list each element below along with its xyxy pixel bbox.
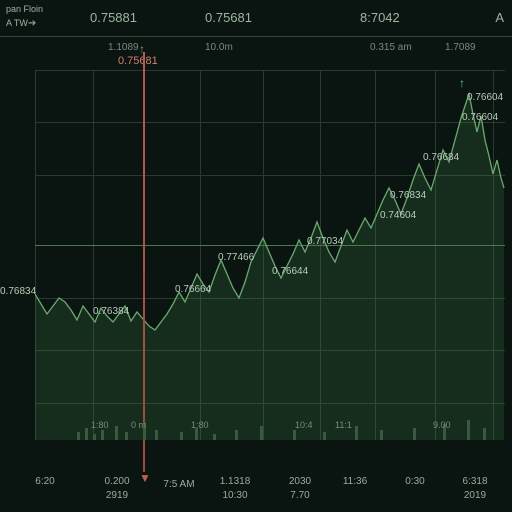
subheader-v2: 10.0m xyxy=(205,42,233,53)
cursor-line[interactable] xyxy=(143,52,145,472)
volume-bar xyxy=(413,428,416,440)
inline-time-label: 10:4 xyxy=(295,420,313,430)
volume-bar xyxy=(323,432,326,440)
header-price-1: 0.75881 xyxy=(90,10,137,25)
x-axis: 6:20 0.2002919 7:5 AM 1.131810:30 20307.70 11… xyxy=(0,472,512,512)
price-annotation: 0.76604 xyxy=(467,92,503,103)
volume-bar xyxy=(235,430,238,440)
x-axis-label: 0.2002919 xyxy=(97,476,137,501)
volume-bar xyxy=(180,432,183,440)
subheader-v1: 1.1089 xyxy=(108,42,139,53)
volume-bar xyxy=(77,432,80,440)
subheader-v4: 1.7089 xyxy=(445,42,476,53)
inline-time-label: 11:1 xyxy=(335,420,352,430)
volume-bar xyxy=(125,432,128,440)
price-annotation: 0.76664 xyxy=(175,284,211,295)
volume-bar xyxy=(115,426,118,440)
volume-bar xyxy=(101,430,104,440)
header-price-2: 0.75681 xyxy=(205,10,252,25)
header-price-3: 8:7042 xyxy=(360,10,400,25)
inline-time-label: 9.00 xyxy=(433,420,451,430)
price-chart[interactable]: ↑▼↑0.768340.763840.766640.774660.770340.… xyxy=(35,70,505,440)
cursor-arrow-up-icon: ↑ xyxy=(139,42,145,56)
x-axis-label: 0:30 xyxy=(395,476,435,490)
price-annotation: 0.77466 xyxy=(218,252,254,263)
cursor-price-label: 0.75681 xyxy=(118,55,158,67)
price-annotation: 0.76834 xyxy=(0,286,36,297)
volume-bar xyxy=(380,430,383,440)
inline-time-label: 0 m xyxy=(131,420,146,430)
price-annotation: 0.76604 xyxy=(462,112,498,123)
x-axis-label: 11:36 xyxy=(335,476,375,490)
x-axis-label: 6:20 xyxy=(25,476,65,490)
price-line xyxy=(35,70,505,440)
price-annotation: 0.76834 xyxy=(390,190,426,201)
subheader-v3: 0.315 am xyxy=(370,42,412,53)
header-indicator: A xyxy=(495,10,504,25)
x-axis-label: 20307.70 xyxy=(280,476,320,501)
price-annotation: 0.76644 xyxy=(272,266,308,277)
volume-bar xyxy=(93,434,96,440)
price-annotation: 0.76684 xyxy=(423,152,459,163)
volume-bar xyxy=(355,426,358,440)
chart-header: pan Floin A TW ➔ 0.75881 0.75681 8:7042 … xyxy=(0,0,512,37)
x-axis-label: 1.131810:30 xyxy=(215,476,255,501)
instrument-title: pan Floin xyxy=(6,4,43,14)
peak-arrow-icon: ↑ xyxy=(459,76,465,90)
timeframe-label: A TW xyxy=(6,18,28,28)
volume-bar xyxy=(155,430,158,440)
x-axis-label: 6:3182019 xyxy=(455,476,495,501)
price-annotation: 0.74604 xyxy=(380,210,416,221)
x-axis-label: 7:5 AM xyxy=(159,476,199,490)
arrow-right-icon: ➔ xyxy=(28,18,36,29)
price-annotation: 0.76384 xyxy=(93,306,129,317)
price-annotation: 0.77034 xyxy=(307,236,343,247)
volume-bar xyxy=(467,420,470,440)
volume-bar xyxy=(85,428,88,440)
volume-bar xyxy=(483,428,486,440)
inline-time-label: 1:80 xyxy=(191,420,209,430)
subheader: 1.1089 10.0m 0.315 am 1.7089 xyxy=(0,42,512,62)
volume-bar xyxy=(213,434,216,440)
inline-time-label: 1:80 xyxy=(91,420,109,430)
volume-bar xyxy=(293,430,296,440)
volume-bar xyxy=(260,426,263,440)
